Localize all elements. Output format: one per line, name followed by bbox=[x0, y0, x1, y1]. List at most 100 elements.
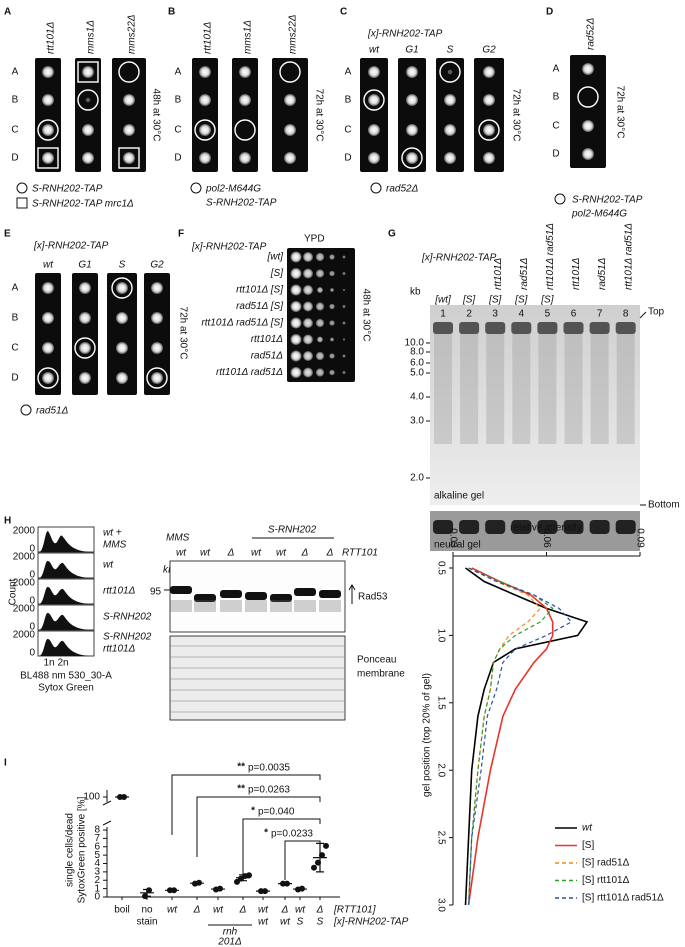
blot-smear bbox=[170, 600, 192, 612]
colony bbox=[406, 124, 418, 136]
colony bbox=[368, 66, 380, 78]
blot-band bbox=[245, 592, 267, 600]
tick-label: 2 bbox=[94, 875, 100, 886]
legend-label: S-RNH202-TAP bbox=[572, 195, 643, 206]
plate-image bbox=[35, 58, 61, 172]
colony bbox=[342, 321, 346, 325]
plate-image bbox=[112, 58, 146, 172]
colony bbox=[123, 94, 135, 106]
gel-top: Top bbox=[648, 307, 665, 318]
colony bbox=[42, 342, 54, 354]
row-label: A bbox=[175, 67, 182, 78]
row-label: [RTT101] bbox=[333, 905, 376, 916]
panel-label: A bbox=[4, 7, 11, 18]
significance-stars: * bbox=[264, 828, 268, 839]
colony bbox=[582, 120, 594, 132]
colony bbox=[199, 152, 211, 164]
header: [x]-RNH202-TAP bbox=[367, 29, 443, 40]
axis-title: SytoxGreen positive [%] bbox=[77, 796, 88, 903]
colony bbox=[582, 148, 594, 160]
category-label: Δ bbox=[316, 905, 324, 916]
row-label: B bbox=[175, 95, 182, 106]
lane-label: rtt101Δ rad51Δ bbox=[545, 223, 556, 290]
significance-bracket bbox=[284, 840, 321, 880]
lane-number: 3 bbox=[492, 309, 498, 320]
band-label: Rad53 bbox=[358, 592, 388, 603]
lane-label: [S] bbox=[462, 295, 475, 306]
category-label: boil bbox=[114, 905, 130, 916]
tick-label: 2000 bbox=[13, 604, 36, 615]
colony bbox=[79, 282, 91, 294]
column-label: wt bbox=[43, 260, 54, 271]
category-label: S bbox=[317, 917, 324, 928]
column-label: rtt101Δ bbox=[46, 21, 57, 54]
category-label: wt bbox=[213, 905, 224, 916]
column-label: G2 bbox=[482, 45, 496, 56]
colony bbox=[116, 312, 128, 324]
marker-circle bbox=[77, 89, 99, 111]
colony bbox=[116, 372, 128, 384]
sample-label: rtt101Δ bbox=[103, 586, 136, 597]
gel-band bbox=[589, 520, 610, 534]
marker-circle bbox=[37, 119, 59, 141]
plate-image bbox=[360, 58, 388, 172]
axis-title: Sytox Green bbox=[38, 683, 94, 694]
row-label: B bbox=[12, 95, 19, 106]
lane-number: 8 bbox=[623, 309, 629, 320]
marker-circle bbox=[401, 147, 423, 169]
row-label: D bbox=[552, 149, 559, 160]
blot-smear bbox=[245, 600, 267, 612]
column-label: G1 bbox=[78, 260, 91, 271]
profile-line bbox=[468, 567, 554, 906]
colony bbox=[303, 252, 313, 262]
column-label: S bbox=[119, 260, 126, 271]
marker-circle bbox=[577, 86, 599, 108]
profile-line bbox=[468, 567, 573, 906]
category-label: S bbox=[297, 917, 304, 928]
lane-label: [S] bbox=[514, 295, 527, 306]
category-label: stain bbox=[136, 917, 157, 928]
colony bbox=[317, 336, 323, 343]
marker-square bbox=[37, 147, 59, 169]
panel-label: C bbox=[340, 7, 347, 18]
colony bbox=[342, 354, 346, 358]
marker-circle bbox=[111, 277, 133, 299]
p-value: p=0.040 bbox=[258, 807, 295, 818]
lane-number: 2 bbox=[466, 309, 472, 320]
ladder-label: 4.0 bbox=[410, 392, 424, 403]
category-label: Δ bbox=[281, 905, 289, 916]
gel-bottom: Bottom bbox=[648, 500, 680, 511]
colony bbox=[329, 353, 335, 359]
tick-label: 3 bbox=[94, 867, 100, 878]
row-label: C bbox=[11, 343, 18, 354]
tick-label: 8 bbox=[94, 825, 100, 836]
colony bbox=[85, 97, 91, 103]
gel-name: alkaline gel bbox=[434, 491, 484, 502]
lane-label: RTT101 bbox=[342, 548, 378, 559]
significance-bracket bbox=[171, 774, 321, 835]
mean-error bbox=[313, 842, 327, 873]
colony bbox=[483, 94, 495, 106]
colony bbox=[342, 370, 346, 375]
plate-image bbox=[398, 58, 426, 172]
colony bbox=[582, 63, 594, 75]
marker-label: 95 bbox=[150, 587, 162, 598]
column-label: wt bbox=[369, 45, 380, 56]
colony bbox=[342, 338, 346, 341]
colony bbox=[79, 372, 91, 384]
axis-title: gel position (top 20% of gel) bbox=[422, 673, 433, 797]
colony bbox=[79, 312, 91, 324]
gel-smear bbox=[434, 334, 452, 444]
colony bbox=[151, 312, 163, 324]
sample-label: wt bbox=[103, 560, 114, 571]
lane-label: Δ bbox=[326, 548, 334, 559]
blot-label: membrane bbox=[357, 669, 405, 680]
category-label: wt bbox=[167, 905, 178, 916]
gel-smear bbox=[512, 334, 531, 444]
colony bbox=[116, 342, 128, 354]
gel-image bbox=[430, 305, 640, 505]
lane-label: wt bbox=[251, 548, 262, 559]
condition: 72h at 30°C bbox=[510, 89, 521, 142]
data-point bbox=[246, 872, 252, 879]
